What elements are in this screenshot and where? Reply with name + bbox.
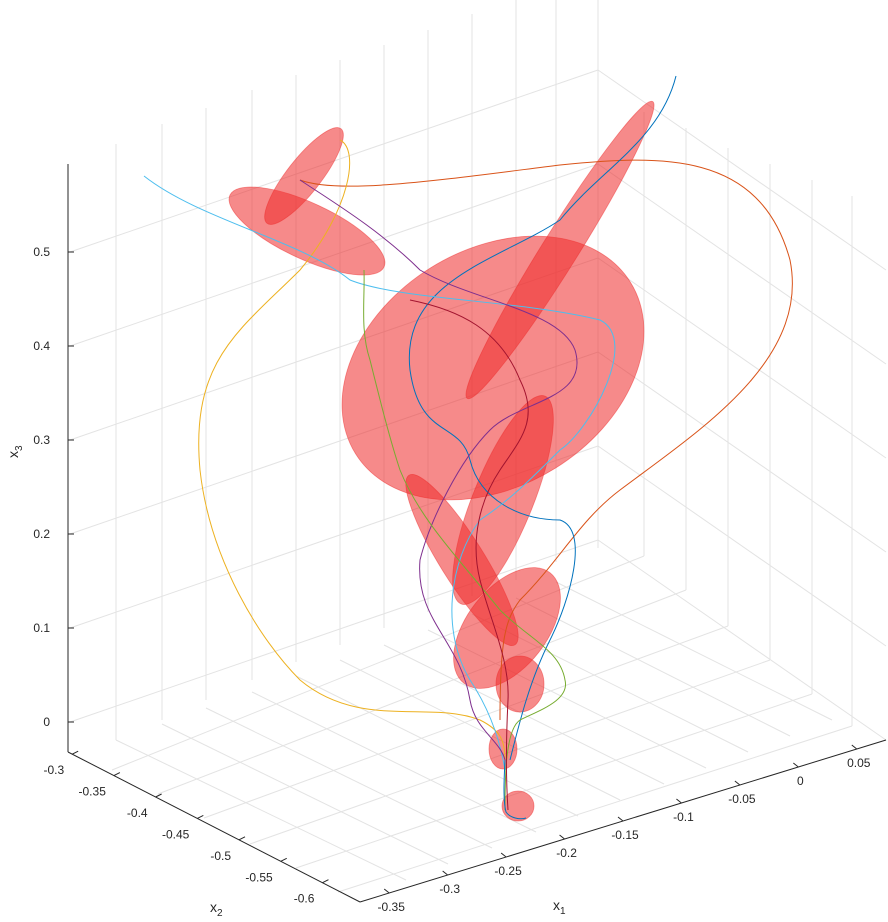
x2-tick-0-label: -0.3 [43, 763, 64, 777]
x2-tick-3-label: -0.45 [162, 827, 190, 841]
trajectory-orange [299, 159, 793, 721]
x2-tick-1-mark [113, 772, 121, 777]
x1-tick-8-label: 0.05 [847, 756, 871, 770]
ellipsoid-long-diagonal [465, 100, 655, 400]
x2-tick-4-label: -0.5 [210, 849, 231, 863]
x1-tick-7-mark [793, 762, 799, 768]
x3-tick-0-label: 0 [43, 715, 50, 729]
x3-tick-5-label: 0.5 [33, 245, 50, 259]
ellipsoid-small-3 [501, 790, 535, 822]
x3-tick-1-label: 0.1 [33, 621, 50, 635]
x2-tick-6-mark [322, 879, 329, 884]
x2-tick-5-label: -0.55 [245, 870, 273, 884]
trajectory-darkred [409, 299, 529, 811]
x3-axis-label: x3 [5, 445, 25, 458]
x1-tick-5-mark [676, 798, 682, 804]
x1-tick-8-mark [851, 744, 858, 750]
x1-tick-1-mark [442, 870, 448, 876]
x1-tick-2-label: -0.25 [494, 864, 522, 878]
x1-tick-0-label: -0.35 [378, 900, 406, 914]
x1-tick-7-label: 0 [797, 774, 804, 788]
x1-tick-4-mark [617, 816, 624, 822]
x1-axis-ticks: -0.35 -0.3 -0.25 -0.2 -0.15 -0.1 -0.05 0 0.05 [378, 744, 871, 914]
x1-tick-6-mark [734, 780, 741, 786]
x1-tick-4-label: -0.15 [611, 828, 639, 842]
trajectory-blue [408, 75, 677, 761]
x1-tick-3-label: -0.2 [556, 846, 577, 860]
x2-tick-1-label: -0.35 [79, 785, 107, 799]
x2-tick-5-mark [280, 857, 287, 862]
trajectories [143, 75, 793, 820]
x1-tick-0-mark [383, 888, 390, 894]
x1-axis-label: x1 [553, 897, 566, 917]
x1-tick-2-mark [500, 852, 507, 858]
x2-tick-6-label: -0.6 [294, 892, 315, 906]
x2-tick-2-label: -0.4 [127, 806, 148, 820]
x3-tick-3-label: 0.3 [33, 433, 50, 447]
ellipsoids [228, 100, 655, 822]
x2-tick-0-mark [71, 750, 79, 755]
ellipsoid-small-1 [495, 655, 545, 713]
x3-tick-4-label: 0.4 [33, 339, 50, 353]
x2-axis-label: x2 [210, 899, 223, 919]
x2-tick-4-mark [238, 836, 246, 841]
x2-axis-ticks: -0.3 -0.35 -0.4 -0.45 -0.5 -0.55 -0.6 [43, 750, 329, 906]
trajectory-purple [299, 179, 578, 761]
x2-tick-3-mark [197, 814, 204, 819]
x1-tick-1-label: -0.3 [439, 882, 460, 896]
trajectory-bottom-cluster [503, 759, 527, 820]
x3-axis-ticks: 0 0.1 0.2 0.3 0.4 0.5 [33, 245, 74, 729]
x1-tick-5-label: -0.1 [673, 810, 694, 824]
x3-tick-2-label: 0.2 [33, 527, 50, 541]
ellipsoid-top-left-thin [264, 127, 344, 225]
x1-tick-6-label: -0.05 [728, 792, 756, 806]
x1-tick-3-mark [559, 834, 565, 840]
trajectory-cyan [143, 175, 616, 771]
x2-tick-2-mark [155, 793, 162, 798]
trajectory-green [363, 269, 566, 811]
